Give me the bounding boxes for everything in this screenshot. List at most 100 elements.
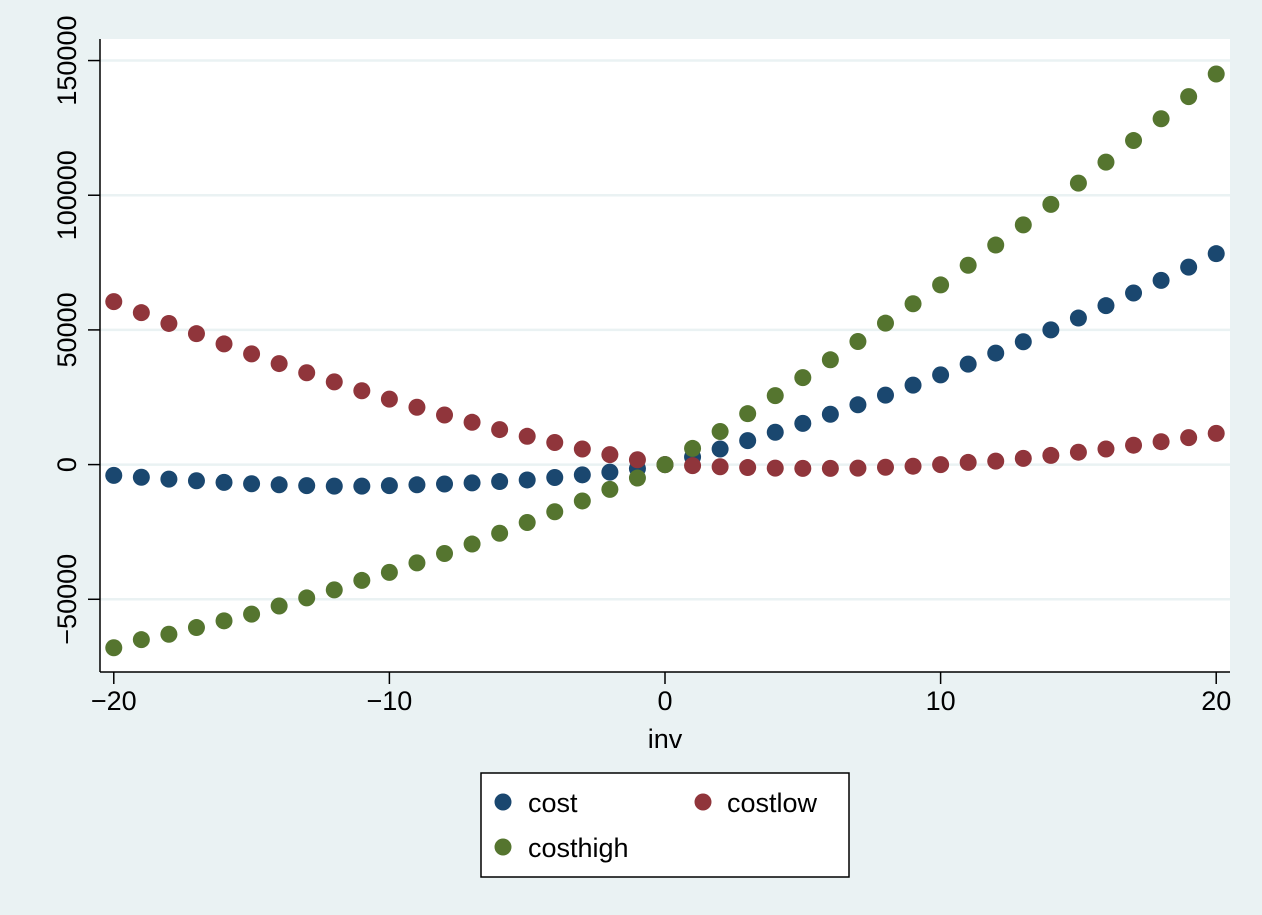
x-tick-label-0: −20 — [91, 686, 137, 716]
cost-point-31 — [959, 355, 977, 373]
costhigh-point-27 — [849, 332, 867, 350]
cost-point-7 — [298, 477, 316, 495]
x-tick-label-2: 0 — [657, 686, 672, 716]
costlow-point-21 — [684, 457, 702, 475]
costhigh-point-8 — [325, 581, 343, 599]
costhigh-point-39 — [1180, 88, 1198, 106]
costhigh-point-13 — [463, 535, 481, 553]
costhigh-point-14 — [491, 524, 509, 542]
costhigh-point-11 — [408, 554, 426, 572]
costhigh-point-25 — [794, 369, 812, 387]
costlow-point-10 — [380, 390, 398, 408]
costhigh-point-9 — [353, 571, 371, 589]
costlow-point-3 — [187, 325, 205, 343]
costlow-point-4 — [215, 335, 233, 353]
cost-point-9 — [353, 477, 371, 495]
cost-point-37 — [1125, 284, 1143, 302]
costlow-point-18 — [601, 446, 619, 464]
costlow-point-1 — [132, 304, 150, 322]
costhigh-point-15 — [518, 514, 536, 532]
cost-point-8 — [325, 477, 343, 495]
costlow-point-6 — [270, 355, 288, 373]
y-tick-label-1: 0 — [52, 457, 82, 472]
costlow-point-38 — [1152, 433, 1170, 451]
costhigh-point-21 — [684, 439, 702, 457]
y-tick-label-3: 100000 — [52, 150, 82, 240]
cost-point-30 — [932, 366, 950, 384]
cost-point-2 — [160, 470, 178, 488]
cost-point-1 — [132, 468, 150, 486]
costlow-point-37 — [1125, 436, 1143, 454]
costhigh-point-12 — [436, 544, 454, 562]
costhigh-point-23 — [739, 405, 757, 423]
costlow-point-19 — [628, 451, 646, 469]
costlow-point-13 — [463, 413, 481, 431]
costhigh-point-28 — [876, 314, 894, 332]
cost-point-40 — [1207, 245, 1225, 263]
costhigh-point-4 — [215, 612, 233, 630]
costlow-point-0 — [105, 293, 123, 311]
cost-point-14 — [491, 473, 509, 491]
costhigh-point-35 — [1069, 174, 1087, 192]
y-tick-label-2: 50000 — [52, 292, 82, 367]
cost-point-6 — [270, 476, 288, 494]
costlow-point-22 — [711, 458, 729, 476]
costhigh-point-36 — [1097, 153, 1115, 171]
cost-point-34 — [1042, 321, 1060, 339]
legend: cost costlow costhigh — [480, 772, 850, 878]
x-tick-label-1: −10 — [366, 686, 412, 716]
costlow-point-36 — [1097, 440, 1115, 458]
costhigh-point-33 — [1014, 216, 1032, 234]
cost-point-12 — [436, 475, 454, 493]
costhigh-point-6 — [270, 597, 288, 615]
costhigh-point-2 — [160, 625, 178, 643]
cost-point-33 — [1014, 333, 1032, 351]
costlow-point-17 — [573, 440, 591, 458]
costlow-point-29 — [904, 457, 922, 475]
costlow-point-14 — [491, 421, 509, 439]
costhigh-point-7 — [298, 589, 316, 607]
legend-box — [480, 772, 850, 878]
legend-label-cost: cost — [528, 788, 578, 818]
cost-point-15 — [518, 471, 536, 489]
costhigh-point-5 — [243, 605, 261, 623]
costlow-point-5 — [243, 345, 261, 363]
costlow-point-9 — [353, 382, 371, 400]
cost-point-29 — [904, 376, 922, 394]
costlow-point-27 — [849, 459, 867, 477]
cost-point-0 — [105, 466, 123, 484]
costlow-point-31 — [959, 453, 977, 471]
cost-point-11 — [408, 476, 426, 494]
cost-point-25 — [794, 414, 812, 432]
y-tick-label-4: 150000 — [52, 15, 82, 105]
x-tick-label-4: 20 — [1201, 686, 1231, 716]
costhigh-point-19 — [628, 469, 646, 487]
series-costhigh — [105, 65, 1225, 657]
y-tick-label-0: −50000 — [52, 554, 82, 645]
costlow-point-25 — [794, 459, 812, 477]
cost-point-5 — [243, 475, 261, 493]
legend-marker-costlow — [694, 793, 712, 811]
costhigh-point-10 — [380, 563, 398, 581]
costlow-point-12 — [436, 406, 454, 424]
legend-marker-costhigh — [494, 838, 512, 856]
costlow-point-32 — [987, 452, 1005, 470]
legend-marker-cost — [494, 793, 512, 811]
cost-point-3 — [187, 472, 205, 490]
costhigh-point-26 — [821, 351, 839, 369]
costhigh-point-3 — [187, 619, 205, 637]
cost-point-18 — [601, 463, 619, 481]
cost-point-38 — [1152, 271, 1170, 289]
costlow-point-39 — [1180, 429, 1198, 447]
costlow-point-24 — [766, 459, 784, 477]
costlow-point-7 — [298, 364, 316, 382]
costhigh-point-34 — [1042, 195, 1060, 213]
costhigh-point-16 — [546, 503, 564, 521]
costhigh-point-20 — [656, 456, 674, 474]
costlow-point-23 — [739, 459, 757, 477]
costlow-point-2 — [160, 314, 178, 332]
y-axis-ticks: −50000 0 50000 100000 150000 — [52, 15, 100, 645]
costlow-point-26 — [821, 459, 839, 477]
